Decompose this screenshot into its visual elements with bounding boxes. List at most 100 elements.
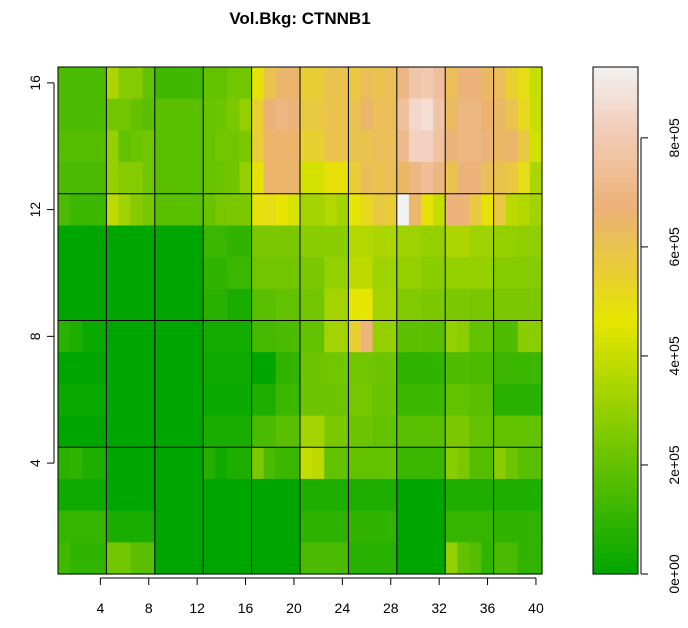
x-tick-label: 12 xyxy=(189,600,205,616)
heatmap-cell xyxy=(360,130,374,163)
heatmap-cell xyxy=(324,510,337,543)
heatmap-cell xyxy=(481,67,495,100)
colorbar-axis: 0e+00 2e+05 4e+05 6e+05 8e+05 xyxy=(640,118,682,594)
heatmap-cell xyxy=(166,383,180,417)
colorbar-segment xyxy=(593,67,638,72)
heatmap-cell xyxy=(130,510,144,543)
heatmap-cell xyxy=(251,257,265,290)
heatmap-cell xyxy=(142,447,156,480)
colorbar-segment xyxy=(593,354,638,360)
heatmap-cell xyxy=(130,225,144,258)
heatmap-cell xyxy=(58,257,71,290)
heatmap-cell xyxy=(142,383,156,417)
colorbar-segment xyxy=(593,121,638,127)
heatmap-cell xyxy=(384,98,398,131)
colorbar-segment xyxy=(593,434,638,440)
heatmap-cell xyxy=(408,225,422,258)
heatmap-cell xyxy=(445,478,458,512)
heatmap-cell xyxy=(118,257,132,290)
heatmap-cell xyxy=(408,542,422,575)
heatmap-cell xyxy=(118,225,132,258)
colorbar-segment xyxy=(593,388,638,393)
heatmap-cell xyxy=(348,257,362,290)
heatmap-cell xyxy=(396,542,410,575)
colorbar-segment xyxy=(593,181,638,186)
heatmap-cell xyxy=(372,162,386,195)
colorbar-segment xyxy=(593,337,638,343)
heatmap-cell xyxy=(505,510,519,543)
heatmap-cell xyxy=(70,98,83,131)
heatmap-cell xyxy=(179,447,192,480)
y-tick-label: 12 xyxy=(27,202,43,218)
colorbar-segment xyxy=(593,143,638,148)
heatmap-cell xyxy=(517,478,531,512)
colorbar-segment xyxy=(593,565,638,571)
x-tick-label: 4 xyxy=(96,600,104,616)
heatmap-cell xyxy=(70,478,83,512)
heatmap-cell xyxy=(433,288,446,322)
heatmap-cell xyxy=(203,193,216,227)
heatmap-cell xyxy=(457,193,470,227)
heatmap-cell xyxy=(191,162,204,195)
colorbar-segment xyxy=(593,236,638,241)
heatmap-cell xyxy=(372,510,386,543)
heatmap-cell xyxy=(191,320,204,353)
heatmap-cell xyxy=(275,130,289,163)
heatmap-cell xyxy=(445,98,458,131)
heatmap-cell xyxy=(529,193,543,227)
colorbar-segment xyxy=(593,168,638,174)
heatmap-cell xyxy=(70,162,83,195)
heatmap-cell xyxy=(445,352,458,385)
heatmap-cell xyxy=(445,447,458,480)
heatmap-cell xyxy=(275,510,289,543)
heatmap-cell xyxy=(154,225,168,258)
heatmap-cell xyxy=(106,98,120,131)
colorbar-segment xyxy=(593,527,638,533)
heatmap-cell xyxy=(421,383,434,417)
heatmap-cell xyxy=(154,478,168,512)
heatmap-cell xyxy=(227,542,241,575)
heatmap-cell xyxy=(142,288,156,322)
heatmap-cell xyxy=(336,67,349,100)
heatmap-cell xyxy=(336,447,349,480)
heatmap-cell xyxy=(154,383,168,417)
heatmap-cell xyxy=(215,162,228,195)
heatmap-cell xyxy=(251,478,265,512)
heatmap-cell xyxy=(154,352,168,385)
heatmap-cell xyxy=(118,478,132,512)
heatmap-cell xyxy=(203,383,216,417)
heatmap-cell xyxy=(191,510,204,543)
colorbar-segment xyxy=(593,88,638,93)
heatmap-cell xyxy=(408,478,422,512)
heatmap-cell xyxy=(130,478,144,512)
heatmap-cell xyxy=(384,130,398,163)
heatmap-cell xyxy=(372,415,386,448)
heatmap-cell xyxy=(263,320,277,353)
heatmap-cell xyxy=(433,542,446,575)
heatmap-cell xyxy=(130,415,144,448)
colorbar-segment xyxy=(593,371,638,377)
heatmap-cell xyxy=(94,225,107,258)
heatmap-cell xyxy=(94,130,107,163)
heatmap-cell xyxy=(203,162,216,195)
heatmap-cell xyxy=(179,352,192,385)
heatmap-cell xyxy=(275,67,289,100)
heatmap-cell xyxy=(191,352,204,385)
heatmap-cell xyxy=(251,288,265,322)
heatmap-cell xyxy=(457,67,470,100)
heatmap-cell xyxy=(263,288,277,322)
heatmap-cell xyxy=(191,257,204,290)
heatmap-cell xyxy=(421,98,434,131)
heatmap-cell xyxy=(166,352,180,385)
heatmap-cell xyxy=(166,162,180,195)
colorbar-segment xyxy=(593,396,638,402)
heatmap-cell xyxy=(348,415,362,448)
heatmap-cell xyxy=(433,162,446,195)
heatmap-cell xyxy=(179,193,192,227)
heatmap-cell xyxy=(529,352,543,385)
heatmap-cell xyxy=(384,257,398,290)
colorbar-segment xyxy=(593,274,638,279)
heatmap-cell xyxy=(360,383,374,417)
heatmap-cell xyxy=(493,352,507,385)
heatmap-cell xyxy=(408,130,422,163)
